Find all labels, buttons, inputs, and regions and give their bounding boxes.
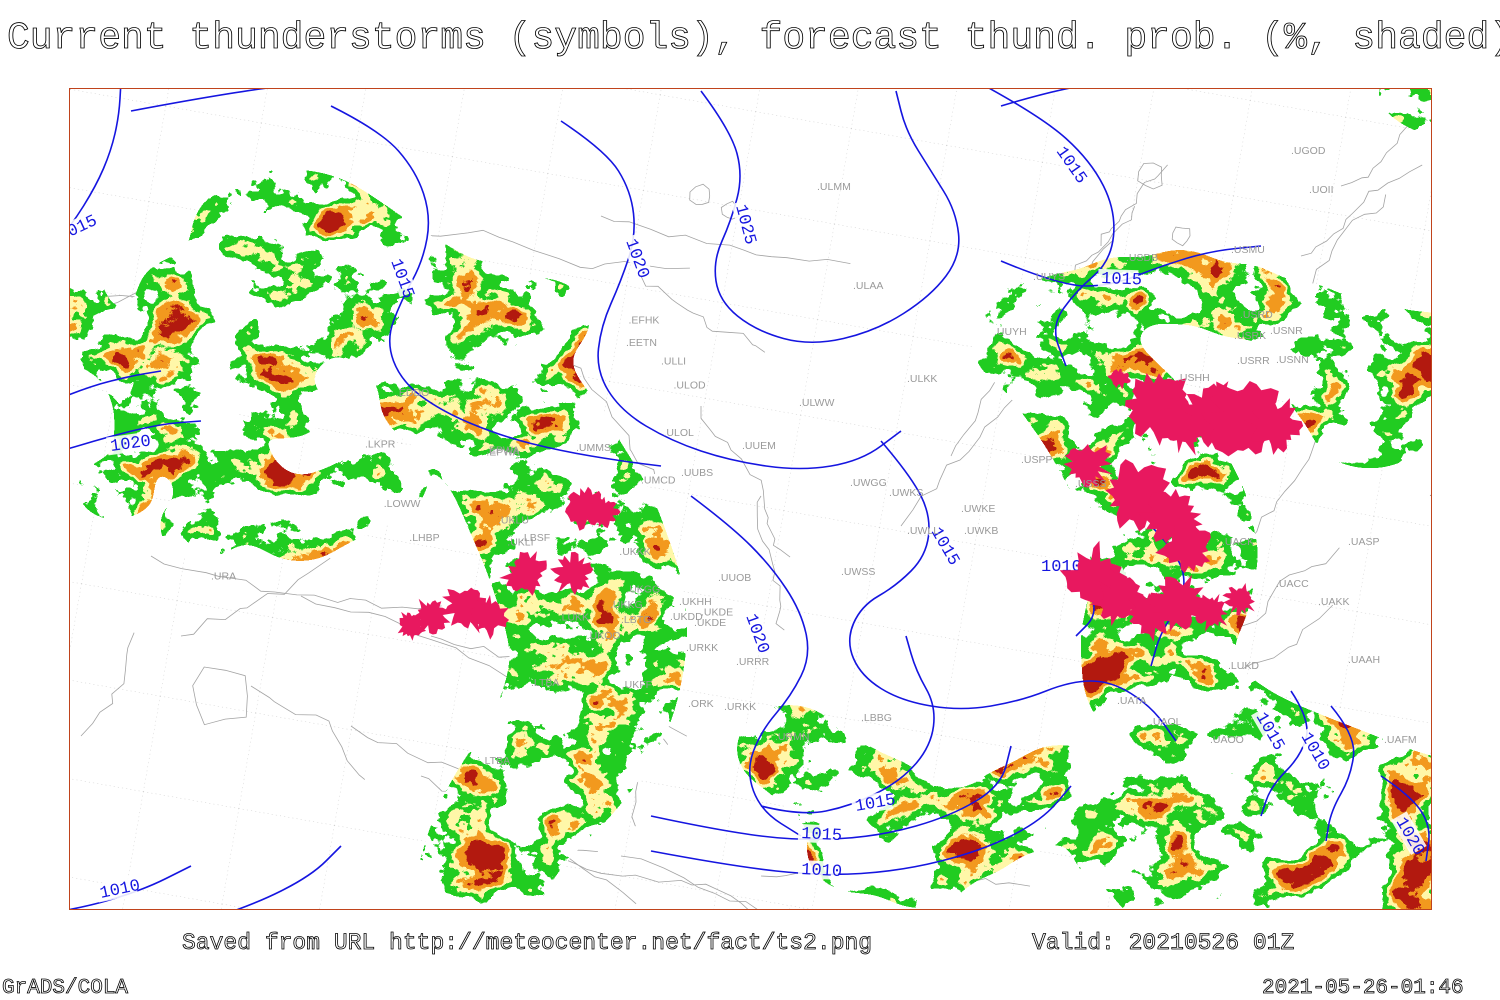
svg-text:Saved from URL http://meteocen: Saved from URL http://meteocenter.net/fa… [182, 930, 872, 956]
svg-text:Valid: 20210526 01Z: Valid: 20210526 01Z [1032, 930, 1294, 956]
svg-text:2021-05-26-01:46: 2021-05-26-01:46 [1262, 977, 1464, 1000]
svg-text:GrADS/COLA: GrADS/COLA [2, 977, 128, 1000]
